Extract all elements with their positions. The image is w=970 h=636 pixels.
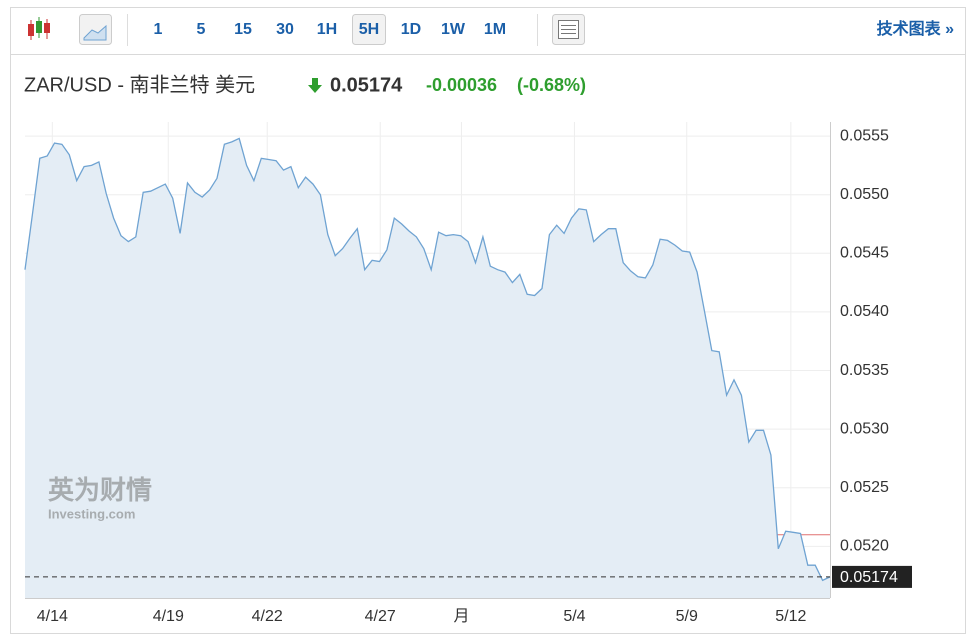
- y-tick-label: 0.0525: [840, 479, 889, 496]
- x-tick-label: 4/19: [153, 608, 184, 625]
- interval-button[interactable]: 1: [154, 21, 163, 38]
- y-tick-label: 0.0545: [840, 245, 889, 262]
- y-tick-label: 0.0520: [840, 538, 889, 555]
- instrument-name: ZAR/USD - 南非兰特 美元: [24, 73, 255, 96]
- y-tick-label: 0.0555: [840, 127, 889, 144]
- layout-icon[interactable]: [552, 14, 585, 45]
- x-tick-label: 4/22: [252, 608, 283, 625]
- x-tick-label: 5/12: [775, 608, 806, 625]
- line-chart-icon[interactable]: [79, 14, 112, 45]
- x-tick-label: 4/14: [37, 608, 68, 625]
- x-tick-label: 月: [453, 608, 469, 625]
- y-tick-label: 0.0530: [840, 420, 889, 437]
- price: 0.05174: [330, 74, 403, 96]
- plot: [24, 122, 831, 599]
- change-percent: (-0.68%): [517, 75, 586, 95]
- x-tick-label: 5/4: [563, 608, 585, 625]
- watermark-site: Investing.com: [48, 506, 135, 521]
- interval-button[interactable]: 5: [197, 21, 206, 38]
- candle-icon[interactable]: [28, 17, 50, 40]
- x-tick-label: 4/27: [365, 608, 396, 625]
- y-tick-label: 0.0550: [840, 186, 889, 203]
- interval-button[interactable]: 1H: [317, 21, 337, 38]
- watermark: 英为财情 Investing.com: [48, 475, 152, 522]
- y-tick-label: 0.0535: [840, 362, 889, 379]
- down-arrow: [308, 78, 322, 93]
- change: -0.00036: [426, 75, 497, 95]
- interval-button[interactable]: 5H: [359, 21, 379, 38]
- y-tick-label: 0.0540: [840, 303, 889, 320]
- interval-button[interactable]: 30: [276, 21, 294, 38]
- interval-button[interactable]: 1M: [484, 21, 506, 38]
- last-price-box: [832, 565, 912, 588]
- technical-chart-link[interactable]: 技术图表 »: [877, 19, 954, 38]
- interval-button[interactable]: 1D: [401, 21, 421, 38]
- last-price-label: 0.05174: [840, 569, 898, 586]
- interval-button[interactable]: 1W: [441, 21, 466, 38]
- price-line: [24, 137, 831, 582]
- watermark-brand: 英为财情: [48, 475, 152, 505]
- interval-button[interactable]: 15: [234, 21, 252, 38]
- area-fill: [25, 138, 830, 598]
- selected-interval-bg: [352, 14, 386, 45]
- x-tick-label: 5/9: [676, 608, 698, 625]
